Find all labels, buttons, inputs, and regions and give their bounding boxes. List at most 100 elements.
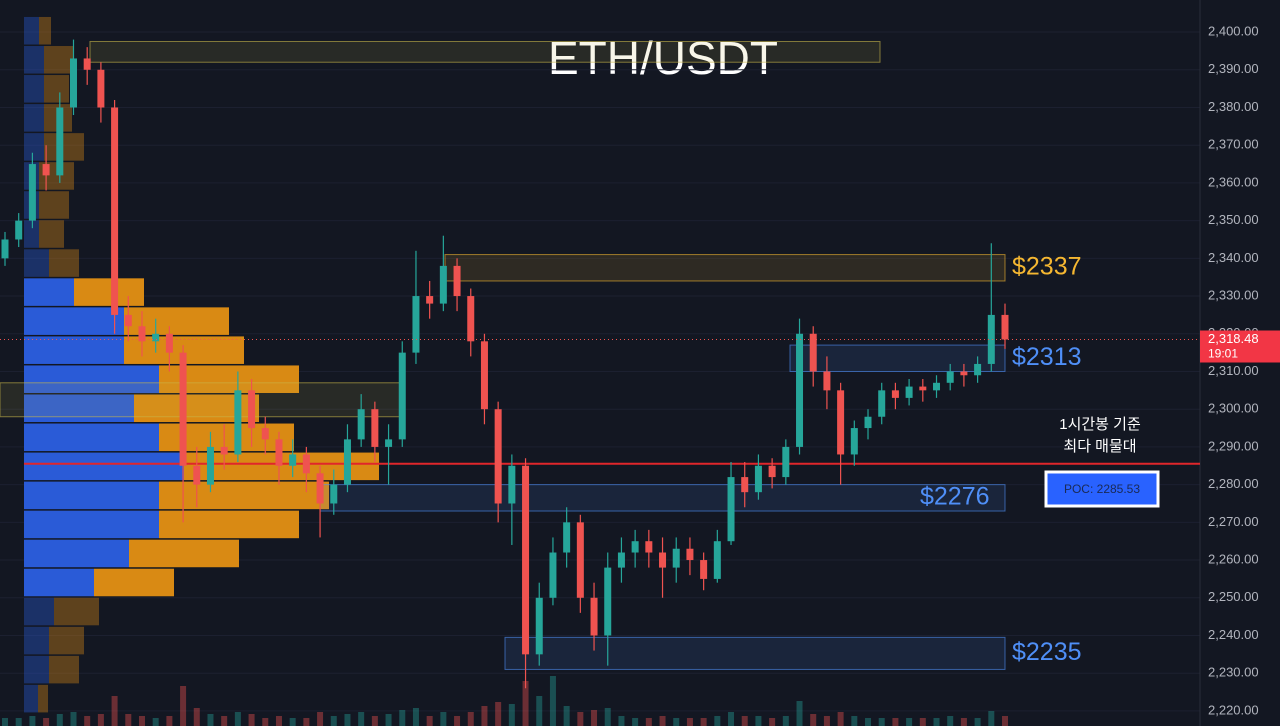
profile-sell (74, 278, 144, 306)
candle-body (823, 371, 831, 391)
profile-buy (24, 46, 44, 74)
candle-body (604, 567, 612, 636)
profile-buy (24, 336, 124, 364)
candle-body (234, 390, 242, 455)
profile-buy (24, 655, 49, 684)
profile-buy (24, 510, 159, 539)
candle-body (179, 352, 187, 466)
volume-bar (632, 718, 639, 726)
profile-buy (24, 16, 39, 45)
candle-body (933, 382, 941, 391)
y-tick-label: 2,370.00 (1208, 137, 1259, 152)
price-tag (1200, 330, 1280, 363)
profile-buy (24, 481, 159, 510)
profile-buy (24, 365, 159, 393)
zone-label: $2235 (1012, 638, 1082, 666)
candle-body (275, 439, 283, 466)
volume-bar (563, 706, 570, 726)
y-tick-label: 2,230.00 (1208, 665, 1259, 680)
y-tick-label: 2,400.00 (1208, 23, 1259, 38)
candle-body (645, 541, 653, 553)
volume-bar (919, 718, 926, 726)
candle-body (111, 107, 119, 315)
candle-body (97, 69, 105, 108)
volume-bar (536, 696, 543, 726)
y-tick-label: 2,300.00 (1208, 401, 1259, 416)
volume-bar (714, 716, 721, 726)
y-tick-label: 2,330.00 (1208, 287, 1259, 302)
candle-body (727, 477, 735, 542)
zone-label: $2337 (1012, 252, 1082, 280)
candle-body (522, 465, 530, 655)
zone (789, 344, 1006, 372)
candle-body (960, 371, 968, 376)
candle-body (987, 314, 995, 364)
volume-bar (262, 718, 269, 726)
profile-sell (54, 597, 99, 626)
y-tick-label: 2,260.00 (1208, 551, 1259, 566)
candle-body (467, 296, 475, 342)
profile-buy (24, 452, 184, 481)
profile-buy (24, 626, 49, 655)
candle-body (206, 446, 214, 485)
profile-buy (24, 75, 44, 103)
volume-bar (906, 718, 913, 726)
volume-bar (248, 714, 255, 726)
volume-bar (193, 708, 200, 726)
profile-sell (44, 75, 69, 103)
countdown: 19:01 (1208, 347, 1238, 361)
candle-body (1001, 314, 1009, 340)
candle-body (508, 465, 516, 504)
candle-body (398, 352, 406, 440)
profile-sell (129, 539, 239, 568)
volume-bar (454, 716, 461, 726)
volume-bar (604, 708, 611, 726)
volume-bar (728, 712, 735, 726)
volume-bar (823, 716, 830, 726)
profile-sell (159, 510, 299, 539)
candle-body (138, 326, 146, 342)
volume-bar (988, 711, 995, 726)
candle-body (357, 409, 365, 440)
profile-sell (94, 568, 174, 597)
volume-bar (440, 712, 447, 726)
profile-buy (24, 133, 44, 161)
profile-buy (24, 278, 74, 306)
volume-bar (317, 712, 324, 726)
volume-bar (577, 712, 584, 726)
profile-buy (24, 394, 134, 423)
candle-body (302, 454, 310, 474)
candle-body (754, 465, 762, 493)
candle-body (343, 439, 351, 485)
candle-body (1, 239, 9, 259)
zone (0, 382, 401, 418)
profile-sell (49, 626, 84, 655)
candle-body (563, 522, 571, 553)
zone (504, 636, 1006, 670)
volume-bar (358, 712, 365, 726)
candle-body (713, 541, 721, 579)
profile-buy (24, 684, 38, 713)
volume-bar (56, 714, 63, 726)
profile-buy (24, 597, 54, 626)
volume-bar (234, 712, 241, 726)
volume-bar (782, 716, 789, 726)
zone-label: $2313 (1012, 343, 1082, 371)
candle-body (248, 390, 256, 429)
candle-body (864, 416, 872, 429)
volume-bar (180, 686, 187, 726)
volume-bar (111, 696, 118, 726)
candle-body (412, 296, 420, 353)
y-tick-label: 2,280.00 (1208, 476, 1259, 491)
candle-body (480, 341, 488, 410)
profile-buy (24, 249, 49, 277)
candle-body (905, 386, 913, 398)
candle-body (83, 58, 91, 70)
candle-body (330, 484, 338, 504)
candle-body (891, 390, 899, 398)
candle-body (837, 390, 845, 455)
volume-bar (947, 716, 954, 726)
volume-bar (741, 716, 748, 726)
profile-buy (24, 220, 39, 248)
